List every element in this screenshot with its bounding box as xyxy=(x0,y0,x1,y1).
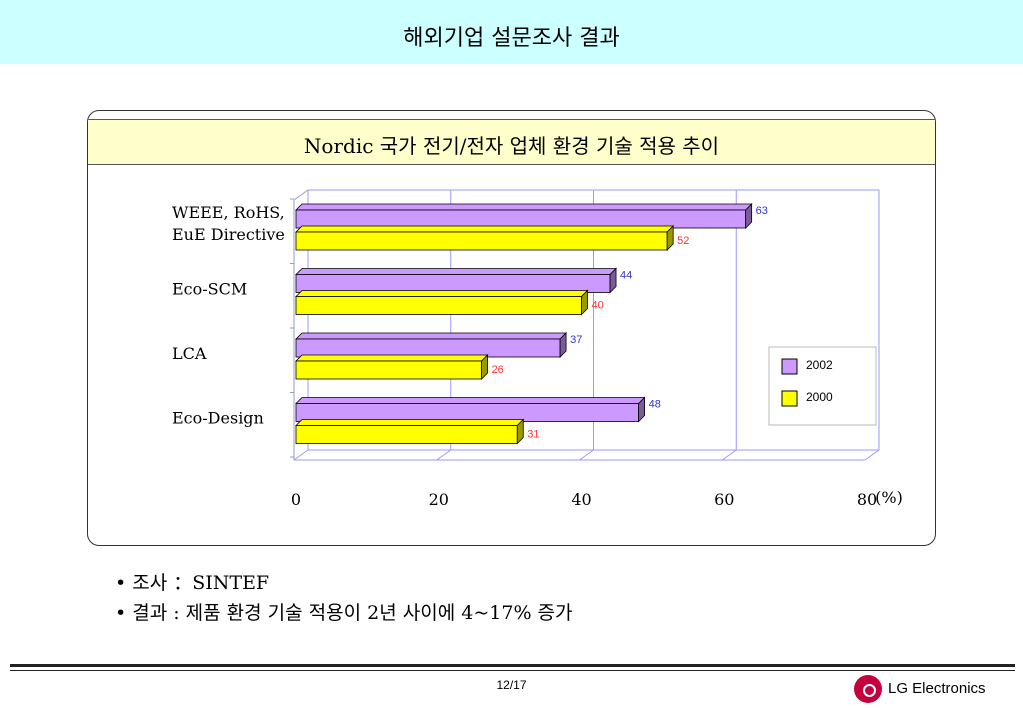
bullet-list: • 조사 ：SINTEF • 결과 : 제품 환경 기술 적용이 2년 사이에 … xyxy=(115,568,573,628)
data-label: 26 xyxy=(492,364,504,376)
data-label: 40 xyxy=(592,300,604,312)
bar-side-2002 xyxy=(745,203,753,229)
page-title: 해외기업 설문조사 결과 xyxy=(403,26,620,51)
bar-top-2002 xyxy=(295,397,646,404)
category-label: LCA xyxy=(172,344,207,363)
chart-title: Nordic 국가 전기/전자 업체 환경 기술 적용 추이 xyxy=(303,134,720,158)
bar-chart: 0 20 40 60 80(%) 63 52 WEEE, RoHS, EuE Directive… xyxy=(172,189,903,509)
footer-divider-thin xyxy=(10,670,1015,671)
bar-side-2000 xyxy=(581,289,588,316)
bar-2002 xyxy=(295,274,611,293)
bullet-result: • 결과 : 제품 환경 기술 적용이 2년 사이에 4~17% 증가 xyxy=(115,602,573,624)
bar-side-2000 xyxy=(481,354,488,380)
bar-top-2002 xyxy=(295,332,568,340)
bar-side-2002 xyxy=(559,332,567,358)
bar-2002 xyxy=(295,338,561,358)
bar-2000 xyxy=(295,296,582,315)
bar-side-2002 xyxy=(638,396,645,423)
data-label: 31 xyxy=(527,429,539,441)
floor-left xyxy=(293,449,309,461)
bar-side-2000 xyxy=(666,225,674,251)
legend-label: 2000 xyxy=(806,390,833,404)
gridline-floor xyxy=(721,449,737,461)
category-label: EuE Directive xyxy=(172,225,285,244)
page-number: 12/17 xyxy=(496,678,527,692)
data-label: 37 xyxy=(570,334,582,346)
bar-top-2000 xyxy=(295,225,675,233)
bar-2002 xyxy=(295,403,640,422)
x-unit-label: (%) xyxy=(875,488,903,507)
data-label: 44 xyxy=(620,270,632,282)
data-label: 63 xyxy=(756,205,768,217)
bar-2000 xyxy=(295,231,668,251)
x-tick-label: 20 xyxy=(429,490,449,509)
data-label: 52 xyxy=(677,235,689,247)
bar-top-2002 xyxy=(295,268,618,275)
gridline-floor xyxy=(579,449,594,461)
x-tick-label: 0 xyxy=(291,490,301,509)
footer-divider xyxy=(10,664,1015,667)
bar-2000 xyxy=(295,425,518,444)
floor-right xyxy=(864,449,880,461)
x-tick-label: 60 xyxy=(714,490,734,509)
lg-logo-icon xyxy=(854,675,882,703)
bar-top-2002 xyxy=(295,203,753,211)
category-label: Eco-SCM xyxy=(172,280,247,299)
bar-side-2002 xyxy=(609,267,617,294)
legend-swatch-2000 xyxy=(781,390,798,407)
chart-panel: Nordic 국가 전기/전자 업체 환경 기술 적용 추이 0 20 40 60 80… xyxy=(87,110,936,546)
chart-title-band: Nordic 국가 전기/전자 업체 환경 기술 적용 추이 xyxy=(88,119,935,165)
category-label: WEEE, RoHS, xyxy=(172,203,285,222)
bar-side-2000 xyxy=(516,418,524,445)
bar-top-2000 xyxy=(295,290,589,297)
data-label: 48 xyxy=(649,399,661,411)
gridline-floor xyxy=(436,449,452,461)
legend-swatch-2002 xyxy=(781,358,798,375)
axis-top-join xyxy=(293,189,309,201)
category-label: Eco-Design xyxy=(172,409,264,428)
bar-2000 xyxy=(295,360,482,380)
lg-logo: LG Electronics xyxy=(854,674,1014,704)
x-tick-label: 40 xyxy=(571,490,591,509)
bar-top-2000 xyxy=(295,419,525,426)
x-tick-label: 80 xyxy=(857,490,877,509)
legend-label: 2002 xyxy=(806,358,833,372)
bar-2002 xyxy=(295,209,747,229)
brand-name: LG Electronics xyxy=(888,680,986,697)
header-bar: 해외기업 설문조사 결과 xyxy=(0,0,1023,64)
bar-top-2000 xyxy=(295,354,489,362)
bullet-source: • 조사 ：SINTEF xyxy=(115,572,270,594)
